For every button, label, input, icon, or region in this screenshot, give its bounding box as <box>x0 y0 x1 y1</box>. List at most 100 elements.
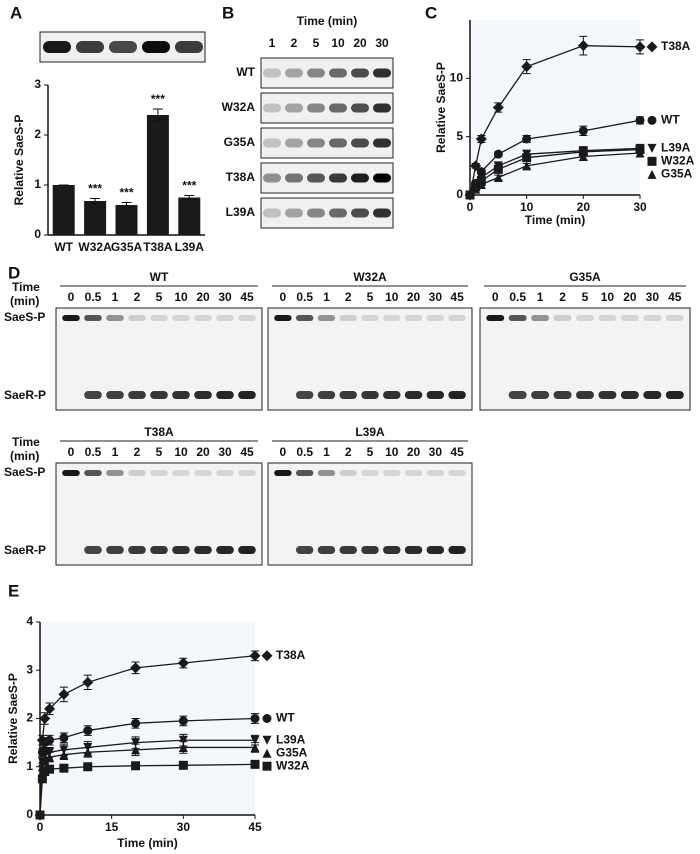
error-bar <box>121 202 132 208</box>
gel-band <box>172 391 190 399</box>
marker <box>131 761 141 771</box>
gel-band <box>383 391 401 399</box>
gel-band <box>643 391 662 399</box>
lane-label: 30 <box>429 445 443 459</box>
panel-label: B <box>222 3 234 22</box>
row-label: G35A <box>224 135 256 149</box>
legend-label: W32A <box>276 758 310 772</box>
marker <box>45 735 55 745</box>
gel-row <box>260 127 394 159</box>
lane-label: 0.5 <box>85 290 102 304</box>
lane-label: 5 <box>156 290 163 304</box>
x-tick-label: 45 <box>248 820 262 834</box>
legend-marker <box>647 115 657 125</box>
gel-band <box>307 173 325 183</box>
marker <box>578 126 588 136</box>
gel-band <box>620 315 639 321</box>
marker <box>522 161 532 171</box>
lane-label: 2 <box>134 290 141 304</box>
row-label: WT <box>236 65 255 79</box>
row-label: T38A <box>226 170 256 184</box>
lane-label: 30 <box>646 290 660 304</box>
gel-title: L39A <box>355 425 385 439</box>
legend-marker <box>262 761 272 771</box>
gel-band <box>128 470 146 476</box>
lane-label: 0 <box>492 290 499 304</box>
marker <box>578 147 588 157</box>
gel-title: Time (min) <box>297 14 357 28</box>
marker <box>250 759 260 769</box>
lane-label: 10 <box>174 290 188 304</box>
legend-marker <box>262 748 272 758</box>
gel-row <box>260 162 394 194</box>
gel-band <box>274 315 292 321</box>
y-tick-label: 2 <box>34 127 41 141</box>
marker <box>59 733 69 743</box>
gel-band <box>665 315 684 321</box>
marker <box>178 760 188 770</box>
gel-band <box>361 315 379 321</box>
marker <box>83 726 93 736</box>
gel-band <box>383 546 401 554</box>
gel-band <box>62 470 80 476</box>
gel-band <box>361 470 379 476</box>
marker <box>493 173 503 182</box>
marker <box>635 115 645 125</box>
lane-label: 2 <box>345 445 352 459</box>
marker <box>249 650 261 662</box>
gel-band <box>238 391 256 399</box>
y-tick-label: 0 <box>456 187 463 201</box>
gel-band <box>643 315 662 321</box>
gel-band <box>665 391 684 399</box>
lane-label: 20 <box>196 445 210 459</box>
gel-band <box>426 546 445 554</box>
lane-label: 45 <box>240 445 254 459</box>
annotation: *** <box>182 179 196 193</box>
gel-band <box>404 315 423 321</box>
gel-band <box>150 470 168 476</box>
lane-label: 10 <box>601 290 615 304</box>
gel-band <box>339 470 357 476</box>
y-axis-label: Relative SaeS-P <box>12 115 26 206</box>
gel-band <box>274 470 292 476</box>
gel-band <box>307 68 325 78</box>
marker <box>634 41 646 53</box>
lane-label: 10 <box>331 36 345 50</box>
marker <box>131 718 141 728</box>
marker <box>465 190 475 200</box>
panel-label: A <box>10 3 22 22</box>
panel-label: D <box>8 263 20 282</box>
x-tick-label: 20 <box>577 200 591 214</box>
legend-label: W32A <box>661 154 695 168</box>
row-label: W32A <box>222 100 256 114</box>
marker <box>476 180 486 189</box>
gel-band <box>404 470 423 476</box>
lane-label: 1 <box>323 445 330 459</box>
gel-band <box>175 41 203 53</box>
x-tick-label: 0 <box>37 820 44 834</box>
gel-band <box>263 68 281 78</box>
gel-band <box>576 315 594 321</box>
gel-band <box>106 470 124 476</box>
band-label: SaeS-P <box>4 465 45 479</box>
marker <box>521 61 533 73</box>
lane-label: 0 <box>68 445 75 459</box>
gel-band <box>216 546 234 554</box>
time-label: (min) <box>10 294 39 308</box>
x-tick-label: W32A <box>78 240 112 254</box>
legend-label: G35A <box>661 167 693 181</box>
x-axis-label: Time (min) <box>117 836 177 850</box>
legend-marker <box>647 143 657 153</box>
lane-label: 20 <box>353 36 367 50</box>
lane-label: 0.5 <box>509 290 526 304</box>
y-tick-label: 3 <box>34 77 41 91</box>
gel-band <box>263 173 281 183</box>
lane-label: 10 <box>385 290 399 304</box>
error-bar <box>90 198 101 204</box>
y-tick-label: 3 <box>26 662 33 676</box>
legend-marker <box>647 169 657 179</box>
bar <box>178 197 201 235</box>
band-label: SaeR-P <box>4 388 46 402</box>
legend-marker <box>262 735 272 745</box>
